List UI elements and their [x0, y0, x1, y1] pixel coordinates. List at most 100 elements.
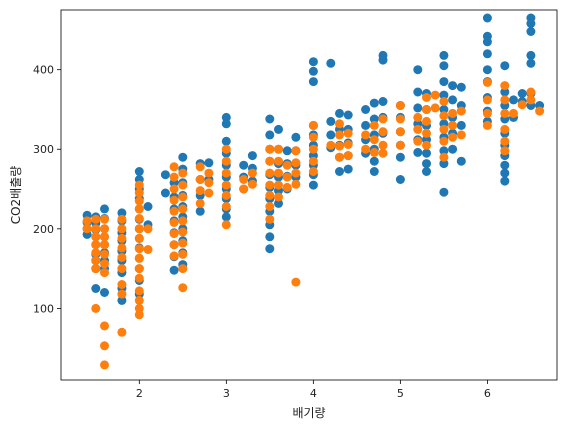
data-point — [265, 214, 275, 224]
data-point — [117, 243, 127, 253]
data-point — [117, 224, 127, 234]
data-point — [422, 148, 431, 158]
data-point — [221, 136, 231, 146]
data-point — [117, 327, 127, 337]
data-point — [439, 159, 449, 169]
data-point — [221, 156, 231, 166]
data-point — [100, 249, 109, 259]
data-point — [448, 95, 458, 105]
data-point — [517, 100, 527, 110]
data-point — [178, 152, 188, 162]
data-point — [204, 158, 214, 168]
data-point — [265, 190, 275, 200]
data-point — [100, 321, 109, 331]
data-point — [439, 97, 449, 106]
data-point — [143, 224, 153, 234]
data-point — [134, 244, 144, 254]
data-point — [91, 303, 101, 313]
data-point — [500, 108, 510, 118]
data-point — [291, 132, 301, 142]
data-point — [526, 58, 536, 68]
x-axis-ticks: 2 3 4 5 6 — [136, 380, 491, 400]
data-point — [535, 106, 545, 116]
data-point — [221, 112, 231, 122]
data-point — [343, 151, 353, 161]
data-point — [117, 280, 127, 289]
data-point — [369, 120, 379, 130]
data-point — [274, 144, 283, 154]
data-point — [291, 146, 301, 156]
data-point — [500, 176, 510, 186]
data-point — [308, 66, 318, 76]
data-point — [500, 81, 510, 91]
x-axis-label: 배기량 — [292, 406, 325, 420]
data-point — [422, 93, 431, 102]
data-point — [526, 27, 536, 36]
data-point — [395, 114, 405, 124]
data-point — [500, 95, 510, 105]
data-point — [169, 172, 179, 182]
data-point — [422, 159, 431, 169]
data-point — [509, 108, 518, 118]
data-point — [482, 37, 492, 47]
data-point — [335, 141, 344, 151]
data-point — [369, 167, 379, 176]
data-point — [91, 264, 101, 274]
data-point — [247, 179, 257, 189]
data-point — [117, 295, 127, 305]
data-point — [308, 167, 318, 176]
data-point — [291, 277, 301, 287]
data-point — [378, 148, 388, 158]
data-point — [169, 184, 179, 194]
data-point — [100, 240, 109, 250]
data-point — [482, 49, 492, 59]
data-point — [204, 168, 214, 178]
data-point — [482, 95, 492, 105]
data-point — [91, 240, 101, 250]
data-point — [439, 111, 449, 121]
data-point — [247, 168, 257, 178]
data-point — [178, 249, 188, 259]
data-point — [265, 232, 275, 242]
data-point — [282, 172, 292, 182]
data-point — [178, 204, 188, 214]
x-tick-label: 6 — [484, 387, 491, 400]
data-point — [91, 248, 101, 258]
data-point — [369, 114, 379, 124]
data-point — [221, 144, 231, 154]
data-point — [430, 90, 440, 100]
data-point — [369, 156, 379, 166]
data-point — [221, 190, 231, 200]
data-point — [282, 146, 292, 156]
data-point — [117, 264, 127, 274]
data-point — [430, 103, 440, 113]
data-point — [378, 55, 388, 65]
data-point — [439, 77, 449, 87]
data-point — [178, 168, 188, 178]
data-point — [82, 224, 92, 234]
data-point — [221, 202, 231, 211]
data-point — [361, 120, 371, 130]
data-point — [326, 130, 336, 140]
data-point — [274, 168, 283, 178]
data-point — [100, 259, 109, 269]
data-point — [82, 216, 92, 226]
data-point — [500, 61, 510, 71]
data-point — [134, 310, 144, 320]
data-point — [117, 289, 127, 299]
data-point — [343, 164, 353, 174]
data-point — [439, 187, 449, 197]
data-point — [265, 144, 275, 154]
data-point — [160, 188, 170, 198]
data-point — [343, 140, 353, 149]
data-point — [274, 124, 283, 134]
data-point — [500, 136, 510, 146]
x-tick-label: 5 — [397, 387, 404, 400]
data-point — [91, 256, 101, 266]
data-point — [308, 144, 318, 154]
data-point — [482, 65, 492, 75]
data-point — [395, 140, 405, 150]
data-point — [378, 140, 388, 150]
data-point — [282, 182, 292, 192]
